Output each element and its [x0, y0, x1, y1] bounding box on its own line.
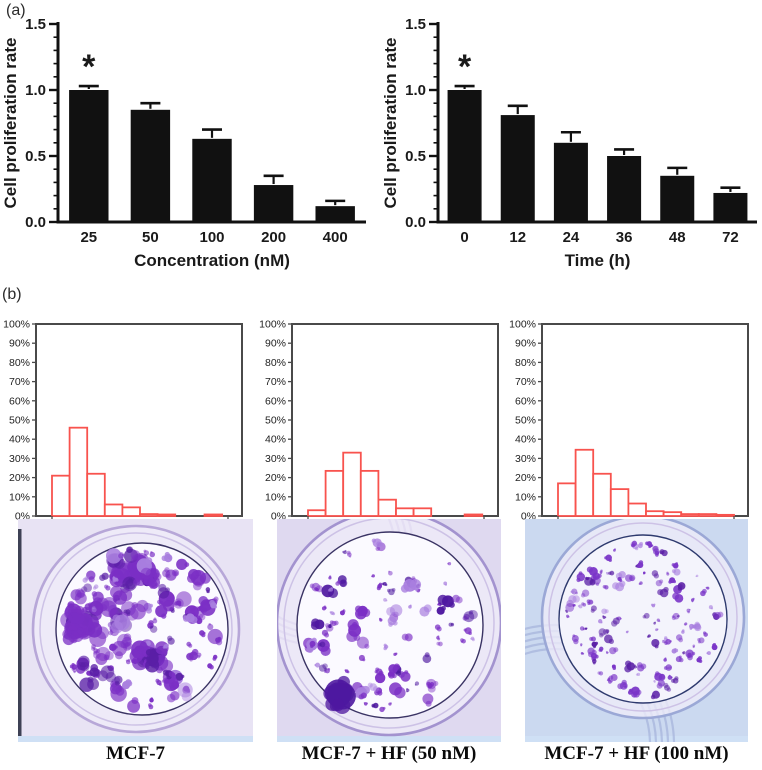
dish-photo [277, 519, 501, 742]
bar-chart: 0.0 0.5 1.0 1.5 25 * 50 100 200 400 Concentration … [1, 16, 366, 270]
colony-dish-photo-mcf7-hf100 [525, 519, 748, 742]
svg-text:1.5: 1.5 [25, 16, 46, 33]
svg-text:10%: 10% [265, 491, 286, 503]
svg-text:70%: 70% [515, 376, 536, 388]
svg-text:0.5: 0.5 [25, 148, 46, 165]
histogram-mcf7-hf100: 0%10%20%30%40%50%60%70%80%90%100%0/mm2 [509, 319, 749, 532]
svg-text:10%: 10% [515, 491, 536, 503]
dish-caption-mcf7-hf100: MCF-7 + HF (100 nM) [544, 743, 729, 764]
svg-text:90%: 90% [265, 338, 286, 350]
svg-text:30%: 30% [9, 453, 30, 465]
svg-text:0.0: 0.0 [405, 214, 426, 231]
svg-text:80%: 80% [265, 357, 286, 369]
svg-text:36: 36 [616, 229, 633, 246]
svg-text:80%: 80% [515, 357, 536, 369]
svg-text:Concentration (nM): Concentration (nM) [134, 251, 290, 270]
svg-text:10%: 10% [9, 491, 30, 503]
svg-text:40%: 40% [515, 434, 536, 446]
svg-text:60%: 60% [265, 395, 286, 407]
svg-text:72: 72 [722, 229, 739, 246]
bar-chart-concentration: 0.0 0.5 1.0 1.5 25 * 50 100 200 400 Concentration … [1, 16, 366, 270]
dish-caption-mcf7: MCF-7 [105, 743, 166, 764]
svg-text:0: 0 [460, 229, 468, 246]
svg-text:1.0: 1.0 [25, 82, 46, 99]
colony-dish-photo-mcf7 [18, 519, 253, 742]
svg-text:50: 50 [142, 229, 159, 246]
svg-text:30%: 30% [265, 453, 286, 465]
colonies [303, 538, 478, 715]
svg-text:50%: 50% [265, 415, 286, 427]
svg-text:60%: 60% [9, 395, 30, 407]
svg-text:20%: 20% [9, 472, 30, 484]
svg-text:60%: 60% [515, 395, 536, 407]
colonies [565, 540, 724, 700]
svg-text:48: 48 [669, 229, 686, 246]
svg-text:*: * [82, 48, 96, 86]
svg-text:200: 200 [261, 229, 286, 246]
svg-text:40%: 40% [9, 434, 30, 446]
histogram: 0%10%20%30%40%50%60%70%80%90%100%0/mm2 [259, 319, 499, 532]
dish-photo [525, 519, 748, 742]
svg-text:100: 100 [199, 229, 224, 246]
svg-text:24: 24 [563, 229, 580, 246]
svg-text:Cell proliferation rate: Cell proliferation rate [1, 38, 20, 209]
svg-text:12: 12 [509, 229, 526, 246]
svg-text:*: * [458, 48, 472, 86]
svg-text:20%: 20% [515, 472, 536, 484]
svg-text:70%: 70% [265, 376, 286, 388]
svg-text:90%: 90% [9, 338, 30, 350]
histogram: 0%10%20%30%40%50%60%70%80%90%100%0/mm2 [509, 319, 749, 532]
svg-text:50%: 50% [9, 415, 30, 427]
colonies [60, 546, 223, 713]
histogram-mcf7: 0%10%20%30%40%50%60%70%80%90%100%0/mm6 [3, 319, 243, 532]
svg-text:0.0: 0.0 [25, 214, 46, 231]
svg-text:40%: 40% [265, 434, 286, 446]
svg-text:100%: 100% [259, 319, 286, 331]
bar-chart: 0.0 0.5 1.0 1.5 0 * 12 24 36 48 72 Time (h) Cell pro… [381, 16, 757, 270]
histogram: 0%10%20%30%40%50%60%70%80%90%100%0/mm6 [3, 319, 243, 532]
dish-photo [18, 519, 253, 742]
panel-b-label: (b) [2, 286, 22, 303]
svg-text:90%: 90% [515, 338, 536, 350]
svg-text:0.5: 0.5 [405, 148, 426, 165]
dish-caption-mcf7-hf50: MCF-7 + HF (50 nM) [301, 743, 477, 764]
svg-text:25: 25 [80, 229, 97, 246]
histogram-mcf7-hf50: 0%10%20%30%40%50%60%70%80%90%100%0/mm2 [259, 319, 499, 532]
svg-text:Time (h): Time (h) [565, 251, 631, 270]
svg-text:30%: 30% [515, 453, 536, 465]
svg-text:1.5: 1.5 [405, 16, 426, 33]
svg-text:50%: 50% [515, 415, 536, 427]
svg-text:100%: 100% [509, 319, 536, 331]
svg-text:80%: 80% [9, 357, 30, 369]
svg-text:70%: 70% [9, 376, 30, 388]
svg-text:Cell proliferation rate: Cell proliferation rate [381, 38, 400, 209]
svg-text:1.0: 1.0 [405, 82, 426, 99]
panel-a-label: (a) [6, 2, 26, 19]
colony-dish-photo-mcf7-hf50 [277, 519, 501, 742]
svg-text:100%: 100% [3, 319, 30, 331]
bar-chart-time: 0.0 0.5 1.0 1.5 0 * 12 24 36 48 72 Time (h) Cell pro… [381, 16, 757, 270]
svg-text:400: 400 [323, 229, 348, 246]
svg-text:20%: 20% [265, 472, 286, 484]
